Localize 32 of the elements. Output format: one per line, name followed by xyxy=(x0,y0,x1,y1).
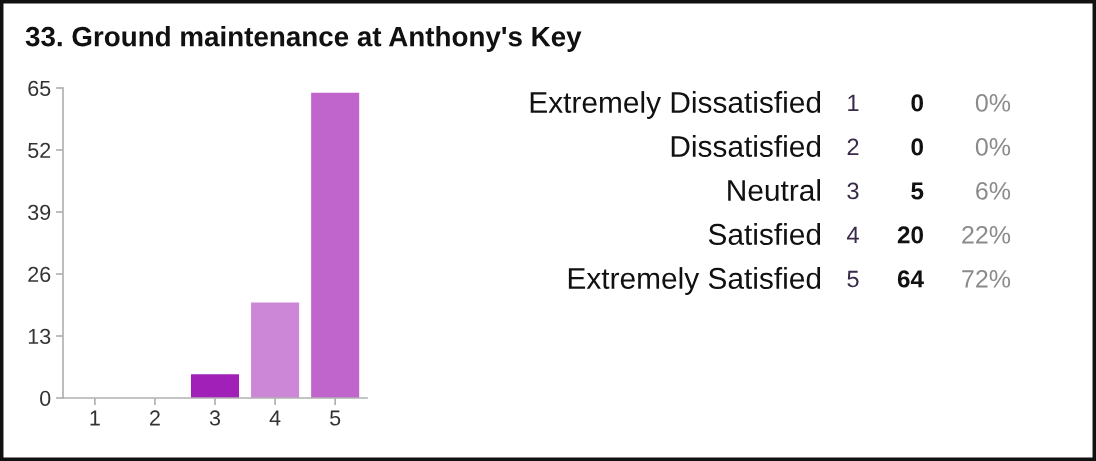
text: Satisfied xyxy=(708,223,821,246)
y-tick-label: 65 xyxy=(28,80,51,97)
text: 5 xyxy=(911,182,924,200)
text: 5 xyxy=(847,270,859,288)
text: Neutral xyxy=(728,179,821,202)
text: 72% xyxy=(962,270,1011,288)
text: 64 xyxy=(897,270,924,288)
y-tick-label: 39 xyxy=(28,204,51,221)
category-label: 1 xyxy=(848,94,859,112)
chart-title: 33. Ground maintenance at Anthony's Key xyxy=(25,26,582,52)
text: Dissatisfied xyxy=(671,135,821,158)
x-tick-label: 4 xyxy=(269,410,281,426)
text: Extremely Satisfied xyxy=(568,267,821,295)
category-label: 4 xyxy=(846,226,859,244)
text: Extremely Dissatisfied xyxy=(530,91,821,119)
text: 0% xyxy=(975,94,1011,112)
text: 0 xyxy=(911,94,924,112)
text: 6% xyxy=(976,182,1011,200)
text: 0 xyxy=(911,138,924,156)
text: 20 xyxy=(897,226,924,244)
category-label: 3 xyxy=(847,182,859,200)
x-tick-label: 5 xyxy=(330,410,341,426)
text: 2 xyxy=(847,138,859,156)
text: 22% xyxy=(962,226,1011,244)
x-tick-label: 1 xyxy=(90,410,100,426)
x-tick-label: 2 xyxy=(150,410,160,426)
y-tick-label: 52 xyxy=(28,142,51,159)
y-tick-label: 0 xyxy=(40,390,51,407)
y-tick-label: 13 xyxy=(28,328,51,345)
y-tick-label: 26 xyxy=(28,266,51,283)
x-tick-label: 3 xyxy=(209,410,221,426)
text: 0% xyxy=(975,138,1011,156)
